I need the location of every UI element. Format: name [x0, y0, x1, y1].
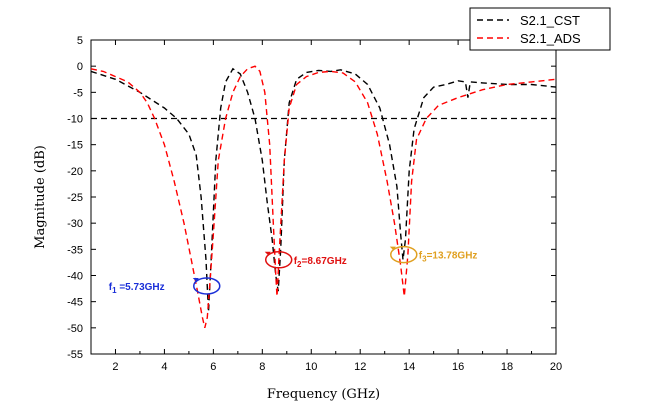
x-tick-label: 18: [501, 361, 513, 373]
annotation-arrowhead-2: [264, 251, 271, 256]
x-axis-title: Frequency (GHz): [267, 387, 380, 402]
y-tick-label: 5: [77, 35, 83, 47]
x-tick-label: 2: [112, 361, 118, 373]
annotation-label-1: f1 =5.73GHz: [109, 282, 165, 295]
y-tick-label: -40: [67, 271, 83, 283]
legend-box: [469, 7, 611, 51]
y-tick-label: -15: [67, 140, 83, 152]
y-tick-label: -20: [67, 166, 83, 178]
x-tick-label: 14: [403, 361, 415, 373]
y-tick-label: -55: [67, 349, 83, 361]
x-tick-label: 20: [550, 361, 562, 373]
y-tick-label: -25: [67, 192, 83, 204]
legend-label-1: S2.1_ADS: [520, 31, 581, 46]
annotation-label-2: f2=8.67GHz: [294, 256, 347, 269]
y-tick-label: -45: [67, 297, 83, 309]
y-tick-label: -10: [67, 114, 83, 126]
y-tick-label: -50: [67, 323, 83, 335]
x-tick-label: 10: [305, 361, 317, 373]
y-axis-title: Magnitude (dB): [33, 145, 48, 249]
x-tick-label: 8: [259, 361, 265, 373]
x-tick-label: 12: [354, 361, 366, 373]
y-tick-label: -35: [67, 244, 83, 256]
series-line-0: [90, 67, 557, 313]
legend: S2.1_CST S2.1_ADS: [469, 7, 611, 51]
y-tick-label: -5: [73, 87, 83, 99]
annotation-ellipse-2: [264, 251, 293, 269]
x-tick-label: 6: [210, 361, 216, 373]
plot-frame: [90, 39, 557, 355]
y-tick-label: -30: [67, 218, 83, 230]
y-tick-label: 0: [77, 61, 83, 73]
annotation-arrowhead-1: [192, 277, 199, 282]
annotation-ellipse-3: [390, 245, 418, 264]
annotation-ellipse-1: [193, 277, 221, 295]
x-tick-label: 16: [452, 361, 464, 373]
annotation-arrowhead-3: [389, 246, 396, 251]
x-tick-label: 4: [161, 361, 167, 373]
annotation-label-3: f3=13.78GHz: [419, 251, 478, 264]
legend-label-0: S2.1_CST: [520, 13, 580, 28]
series-line-1: [90, 65, 557, 328]
